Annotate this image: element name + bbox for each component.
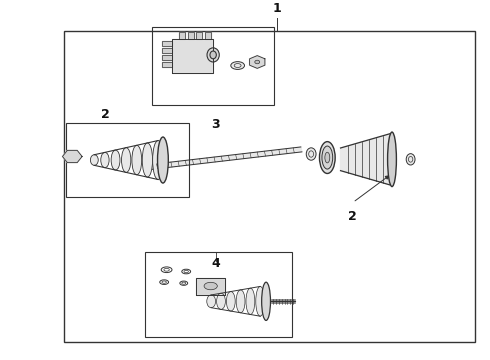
Polygon shape [341,134,390,185]
Ellipse shape [142,143,152,177]
Bar [66,123,189,197]
Bar [152,27,274,105]
Ellipse shape [122,148,131,172]
Text: 2: 2 [348,210,357,222]
Polygon shape [63,150,82,163]
Ellipse shape [210,51,217,59]
Polygon shape [179,32,185,39]
Polygon shape [172,39,213,73]
Polygon shape [162,55,172,60]
Text: 4: 4 [211,257,220,270]
Polygon shape [249,56,265,68]
Polygon shape [149,147,302,170]
Ellipse shape [111,150,120,170]
Polygon shape [162,48,172,53]
Ellipse shape [132,145,142,175]
Bar [64,31,475,342]
Ellipse shape [325,152,330,163]
Ellipse shape [406,154,415,165]
Polygon shape [188,32,194,39]
Ellipse shape [319,141,335,174]
Polygon shape [205,32,211,39]
Ellipse shape [158,137,169,183]
Ellipse shape [262,282,270,320]
Ellipse shape [246,288,255,315]
Ellipse shape [388,132,396,186]
Ellipse shape [207,48,220,62]
Ellipse shape [322,146,333,169]
Ellipse shape [236,290,245,313]
Ellipse shape [231,62,245,69]
Ellipse shape [101,152,109,168]
Ellipse shape [226,292,235,311]
Ellipse shape [204,282,218,290]
Ellipse shape [153,140,164,180]
Ellipse shape [306,148,316,160]
Text: 1: 1 [272,2,281,15]
Text: 3: 3 [211,118,220,131]
Text: 2: 2 [101,108,110,121]
Ellipse shape [217,293,225,309]
Polygon shape [162,62,172,67]
Ellipse shape [255,60,260,64]
Polygon shape [162,41,172,46]
Ellipse shape [90,155,98,165]
Polygon shape [196,278,225,294]
Polygon shape [196,32,202,39]
Ellipse shape [256,287,265,316]
Bar [145,252,292,337]
Ellipse shape [207,295,216,308]
